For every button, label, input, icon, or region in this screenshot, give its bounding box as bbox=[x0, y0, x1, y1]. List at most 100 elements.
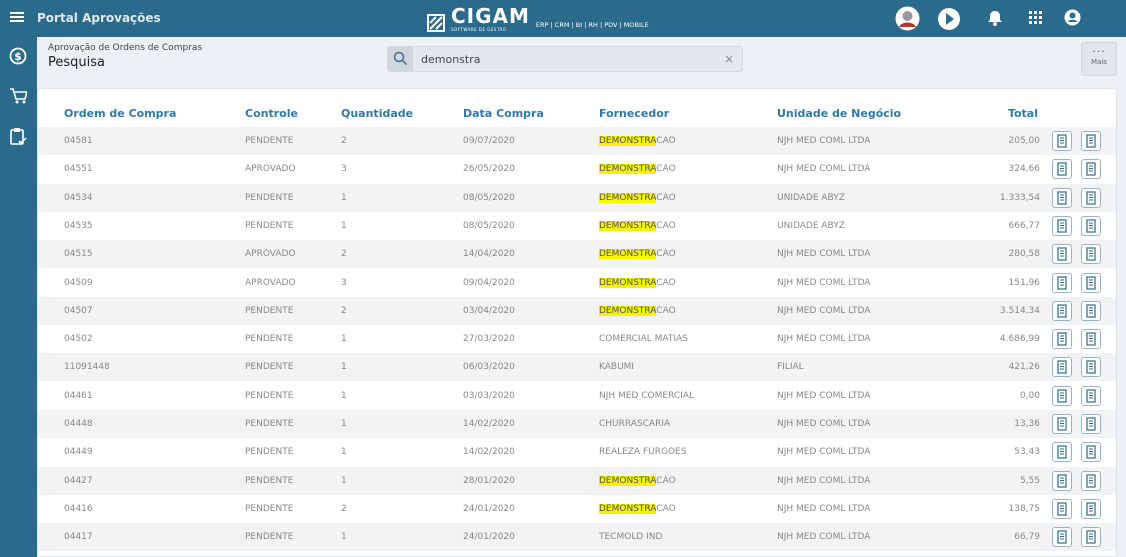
cell: 04509 bbox=[64, 277, 93, 288]
view-button[interactable] bbox=[1052, 159, 1072, 180]
cell: 04534 bbox=[64, 192, 93, 203]
details-button[interactable] bbox=[1081, 131, 1101, 151]
search-highlight: DEMONSTRA bbox=[599, 503, 657, 514]
cell: 205,00 bbox=[1008, 136, 1041, 146]
cell: PENDENTE bbox=[245, 475, 294, 486]
table-row: 04551 APROVADO 3 26/05/2020 DEMONSTRACAO NJH … bbox=[38, 155, 1116, 183]
document-icon bbox=[1086, 445, 1096, 459]
cell: NJH MED COML LTDA bbox=[777, 277, 871, 288]
view-button[interactable] bbox=[1052, 131, 1072, 151]
document-icon bbox=[1057, 360, 1067, 374]
avatar[interactable] bbox=[895, 6, 920, 31]
cell: NJH MED COML LTDA bbox=[777, 164, 871, 175]
cell: 26/05/2020 bbox=[463, 164, 515, 175]
cell: 4.686,99 bbox=[999, 334, 1040, 345]
cell: 1.333,54 bbox=[999, 192, 1040, 203]
view-button[interactable] bbox=[1052, 385, 1072, 406]
table-row: 04535 PENDENTE 1 08/05/2020 DEMONSTRACAO UNID… bbox=[38, 212, 1116, 240]
details-button[interactable] bbox=[1081, 329, 1101, 350]
cell: DEMONSTRACAO bbox=[599, 305, 676, 316]
cell: 3.514,34 bbox=[999, 305, 1040, 316]
top-bar: Portal Aprovações CIGAM SOFTWARE DE GESTÃ… bbox=[0, 0, 1126, 37]
details-button[interactable] bbox=[1081, 215, 1101, 236]
view-button[interactable] bbox=[1052, 300, 1072, 321]
search-button[interactable] bbox=[388, 47, 413, 71]
view-button[interactable] bbox=[1052, 187, 1072, 208]
cell: NJH MED COML LTDA bbox=[777, 390, 871, 401]
search-input[interactable]: demonstra bbox=[421, 53, 481, 66]
cell: 1 bbox=[341, 475, 347, 486]
cell: 04551 bbox=[64, 164, 93, 175]
nav-cart[interactable] bbox=[9, 87, 27, 105]
menu-button[interactable] bbox=[10, 11, 24, 23]
more-button[interactable]: ··· Mais bbox=[1081, 42, 1117, 76]
view-button[interactable] bbox=[1052, 498, 1072, 519]
details-button[interactable] bbox=[1081, 470, 1101, 491]
nav-finance[interactable]: $ bbox=[9, 47, 27, 65]
column-header: Unidade de Negócio bbox=[777, 107, 902, 120]
search-highlight: DEMONSTRA bbox=[599, 475, 657, 486]
cell: PENDENTE bbox=[245, 192, 294, 203]
document-icon bbox=[1086, 389, 1096, 403]
details-button[interactable] bbox=[1081, 300, 1101, 321]
table-row: 04448 PENDENTE 1 14/02/2020 CHURRASCARIA NJH … bbox=[38, 410, 1116, 438]
nav-approvals[interactable] bbox=[9, 127, 27, 145]
cell: 2 bbox=[341, 136, 347, 146]
table-row: 04509 APROVADO 3 09/04/2020 DEMONSTRACAO NJH … bbox=[38, 269, 1116, 297]
view-button[interactable] bbox=[1052, 470, 1072, 491]
cell: NJH MED COML LTDA bbox=[777, 249, 871, 260]
document-icon bbox=[1057, 445, 1067, 459]
more-label: Mais bbox=[1091, 58, 1107, 66]
cell: 3 bbox=[341, 277, 347, 288]
cell: PENDENTE bbox=[245, 447, 294, 458]
details-button[interactable] bbox=[1081, 272, 1101, 293]
play-button[interactable] bbox=[937, 7, 961, 31]
svg-text:$: $ bbox=[14, 50, 22, 63]
cell: 151,96 bbox=[1008, 277, 1041, 288]
view-button[interactable] bbox=[1052, 215, 1072, 236]
cell: 2 bbox=[341, 249, 347, 260]
details-button[interactable] bbox=[1081, 244, 1101, 265]
details-button[interactable] bbox=[1081, 498, 1101, 519]
details-button[interactable] bbox=[1081, 385, 1101, 406]
cell: 14/02/2020 bbox=[463, 419, 515, 429]
cell: 04461 bbox=[64, 390, 93, 401]
view-button[interactable] bbox=[1052, 357, 1072, 378]
table-row: 11091448 PENDENTE 1 06/03/2020 KABUMI FILIAL 4… bbox=[38, 353, 1116, 382]
cell: 138,75 bbox=[1008, 503, 1041, 514]
cell: 2 bbox=[341, 305, 347, 316]
notifications[interactable] bbox=[988, 10, 1002, 26]
clear-search[interactable]: × bbox=[723, 52, 734, 66]
view-button[interactable] bbox=[1052, 414, 1072, 434]
cell: 04581 bbox=[64, 136, 93, 146]
view-button[interactable] bbox=[1052, 527, 1072, 548]
search-highlight: DEMONSTRA bbox=[599, 220, 657, 231]
user-menu[interactable] bbox=[1064, 9, 1081, 26]
details-button[interactable] bbox=[1081, 357, 1101, 378]
document-icon bbox=[1086, 332, 1096, 346]
cell: APROVADO bbox=[245, 249, 296, 260]
breadcrumb: Aprovação de Ordens de Compras bbox=[48, 43, 203, 53]
cell: 04416 bbox=[64, 503, 93, 514]
details-button[interactable] bbox=[1081, 527, 1101, 548]
document-icon bbox=[1086, 502, 1096, 516]
cell: PENDENTE bbox=[245, 532, 294, 543]
details-button[interactable] bbox=[1081, 159, 1101, 180]
search-box[interactable]: demonstra × bbox=[387, 46, 743, 72]
view-button[interactable] bbox=[1052, 442, 1072, 463]
search-highlight: DEMONSTRA bbox=[599, 164, 657, 175]
document-icon bbox=[1057, 473, 1067, 488]
cell: 03/03/2020 bbox=[463, 390, 515, 401]
document-icon bbox=[1086, 190, 1096, 205]
view-button[interactable] bbox=[1052, 272, 1072, 293]
cell: 666,77 bbox=[1008, 220, 1041, 231]
apps-grid[interactable] bbox=[1029, 11, 1042, 24]
details-button[interactable] bbox=[1081, 187, 1101, 208]
view-button[interactable] bbox=[1052, 244, 1072, 265]
details-button[interactable] bbox=[1081, 414, 1101, 434]
cell: 08/05/2020 bbox=[463, 220, 515, 231]
details-button[interactable] bbox=[1081, 442, 1101, 463]
cell: PENDENTE bbox=[245, 220, 294, 231]
column-header: Total bbox=[1007, 107, 1038, 120]
view-button[interactable] bbox=[1052, 329, 1072, 350]
